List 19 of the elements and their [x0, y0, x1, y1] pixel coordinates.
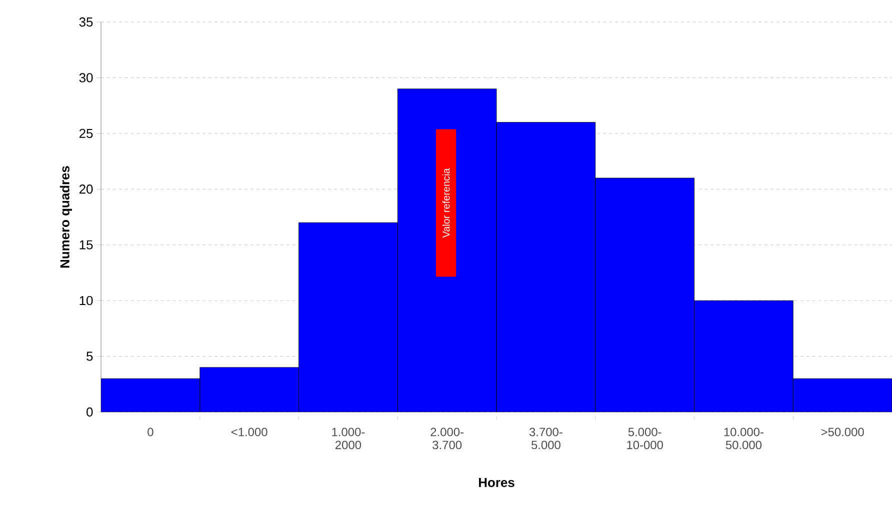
y-tick-label: 15: [80, 240, 93, 250]
y-tick-label: 25: [79, 128, 93, 138]
y-tick-label: 30: [79, 73, 93, 82]
x-tick-label: >50.000: [821, 428, 864, 436]
x-tick-label: 5.000-10-000: [627, 428, 663, 450]
x-tick-label: 0: [148, 428, 154, 436]
x-tick-label: <1.000: [231, 428, 268, 436]
y-axis-title: Numero quadres: [60, 166, 72, 268]
y-tick-label: 5: [86, 352, 93, 361]
y-tick-label: 35: [79, 17, 93, 27]
x-tick-label: 1.000-2000: [332, 428, 365, 450]
x-tick-label: 2.000-3.700: [430, 428, 464, 450]
x-tick-label: 3.700-5.000: [529, 428, 562, 450]
y-tick-label: 10: [80, 296, 93, 306]
x-axis-title: Hores: [479, 478, 514, 488]
x-tick-label: 10.000-50.000: [724, 428, 764, 450]
annotation: Valor referencia: [442, 168, 450, 238]
y-tick-label: 20: [79, 184, 93, 194]
y-tick-label: 0: [86, 407, 93, 417]
